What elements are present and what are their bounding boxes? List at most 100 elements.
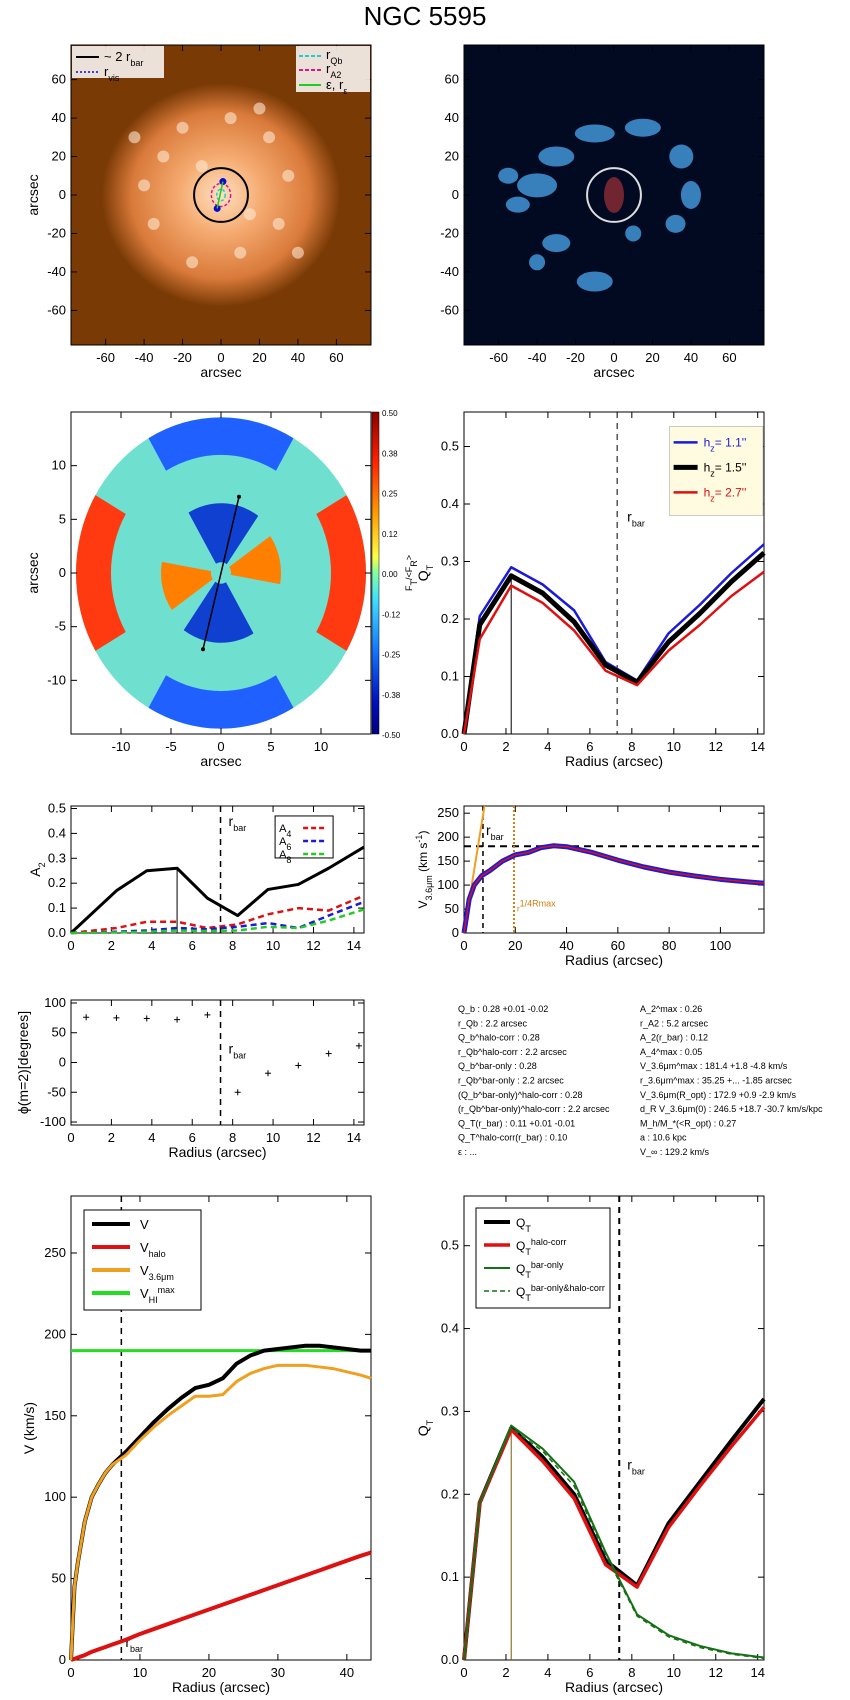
x-axis-label: arcsec	[200, 753, 241, 769]
x-axis-label: Radius (arcsec)	[168, 1144, 266, 1160]
x-tick-label: 40	[559, 938, 573, 953]
x-tick-label: 2	[502, 739, 509, 754]
param-left-row: r_Qb^bar-only : 2.2 arcsec	[458, 1076, 564, 1086]
legend-2rbar-label: ~ 2 rbar	[104, 49, 143, 68]
rbar-label: rbar	[627, 508, 645, 528]
qtc-legend-label: QTbar-only&halo-corr	[516, 1283, 605, 1303]
x-tick-label: 20	[202, 1665, 216, 1680]
x-tick-label: 12	[709, 1665, 723, 1680]
y-tick-label: 0.4	[441, 496, 459, 511]
spiral-arm-blob	[625, 225, 642, 242]
x-tick-label: -40	[135, 350, 154, 365]
y-tick-label: 40	[52, 110, 66, 125]
x-tick-label: 4	[148, 1130, 155, 1145]
galaxy-knot	[195, 160, 208, 173]
rqb-ellipse	[216, 188, 226, 202]
colorbar-tick-label: -0.12	[382, 610, 401, 619]
qtc-legend-label: QThalo-corr	[516, 1237, 566, 1257]
x-tick-label: 40	[291, 350, 305, 365]
inner-wedge	[188, 503, 259, 565]
y-tick-label: 50	[52, 1025, 66, 1040]
x-tick-label: 0	[67, 938, 74, 953]
x-tick-label: 60	[611, 938, 625, 953]
param-right-row: V_∞ : 129.2 km/s	[640, 1147, 709, 1157]
y-axis-label: ϕ(m=2)[degrees]	[15, 1011, 31, 1114]
qt-corr-frame	[463, 1195, 765, 1661]
param-right-row: V_3.6μm(R_opt) : 172.9 +0.9 -2.9 km/s	[640, 1090, 797, 1100]
spiral-arm-blob	[538, 146, 575, 167]
y-tick-label: -50	[47, 1084, 66, 1099]
y-tick-label: 0.2	[441, 1486, 459, 1501]
bar-end-marker	[201, 647, 205, 652]
x-tick-label: 10	[266, 938, 280, 953]
param-left-row: Q_b^halo-corr : 0.28	[458, 1033, 540, 1043]
y-tick-label: 40	[445, 110, 459, 125]
x-tick-label: 6	[189, 938, 196, 953]
y-axis-label: V3.6μm (km s-1)	[414, 831, 434, 909]
x-tick-label: -5	[165, 739, 177, 754]
x-tick-label: 20	[252, 350, 266, 365]
param-right-row: V_3.6μm^max : 181.4 +1.8 -4.8 km/s	[640, 1061, 788, 1071]
x-tick-label: 10	[133, 1665, 147, 1680]
galaxy-knot	[282, 169, 295, 182]
spiral-arm-blob	[669, 144, 694, 169]
qtc-legend-label: QTbar-only	[516, 1260, 564, 1280]
spiral-arm-blob	[574, 124, 615, 143]
rc-legend-label: VHImax	[140, 1285, 175, 1305]
bar-end-marker	[237, 494, 241, 499]
galaxy-knot	[176, 121, 189, 134]
x-tick-label: 0	[610, 350, 617, 365]
x-tick-label: 30	[271, 1665, 285, 1680]
y-tick-label: -60	[440, 302, 459, 317]
qt-series-2	[462, 570, 765, 735]
param-right-row: a : 10.6 kpc	[640, 1133, 687, 1143]
param-right-row: d_R V_3.6μm(0) : 246.5 +18.7 -30.7 km/s/…	[640, 1104, 823, 1114]
y-tick-label: 10	[52, 458, 66, 473]
y-tick-label: 0.5	[441, 1238, 459, 1253]
y-tick-label: 100	[44, 995, 66, 1010]
qtc-legend-box	[475, 1207, 611, 1309]
spiral-arm-blob	[624, 118, 661, 137]
param-right-row: M_h/M_*(<R_opt) : 0.27	[640, 1118, 736, 1128]
legend-left-bg	[72, 46, 164, 78]
rbar-label: rbar	[627, 1456, 645, 1476]
y-tick-label: 150	[437, 853, 459, 868]
x-tick-label: 2	[108, 1130, 115, 1145]
y-tick-label: 60	[445, 72, 459, 87]
x-axis-label: Radius (arcsec)	[565, 753, 663, 769]
qt-series-0	[462, 543, 765, 735]
bar-residual	[604, 177, 624, 213]
x-tick-label: 12	[306, 1130, 320, 1145]
x-tick-label: 8	[628, 1665, 635, 1680]
colorbar-tick-label: -0.25	[382, 651, 401, 660]
param-right-row: A_4^max : 0.05	[640, 1047, 702, 1057]
y-tick-label: 0.2	[48, 875, 66, 890]
spiral-arm-blob	[498, 167, 519, 184]
y-tick-label: 250	[437, 805, 459, 820]
inner-wedge	[161, 561, 213, 610]
y-tick-label: -40	[47, 264, 66, 279]
a2-frame	[70, 805, 365, 934]
y-tick-label: -60	[47, 302, 66, 317]
y-tick-label: 0	[59, 1055, 66, 1070]
y-tick-label: 50	[52, 1571, 66, 1586]
a4-series	[70, 894, 365, 935]
x-tick-label: 60	[329, 350, 343, 365]
galaxy-knot	[128, 131, 141, 144]
x-tick-label: 6	[586, 739, 593, 754]
x-tick-label: 10	[667, 1665, 681, 1680]
x-tick-label: 4	[544, 1665, 551, 1680]
spiral-arm-blob	[576, 271, 613, 292]
figure-title: NGC 5595	[364, 1, 487, 31]
galaxy-knot	[224, 112, 237, 125]
x-tick-label: -20	[566, 350, 585, 365]
galaxy-knot	[186, 256, 199, 269]
y-tick-label: 20	[445, 149, 459, 164]
x-tick-label: 12	[709, 739, 723, 754]
y-tick-label: -40	[440, 264, 459, 279]
param-left-row: Q_T(r_bar) : 0.11 +0.01 -0.01	[458, 1118, 575, 1128]
bar-axis-line	[202, 496, 240, 650]
x-tick-label: 20	[645, 350, 659, 365]
legend-ra2-label: rA2	[326, 61, 341, 80]
y-axis-label: QT	[415, 564, 435, 581]
